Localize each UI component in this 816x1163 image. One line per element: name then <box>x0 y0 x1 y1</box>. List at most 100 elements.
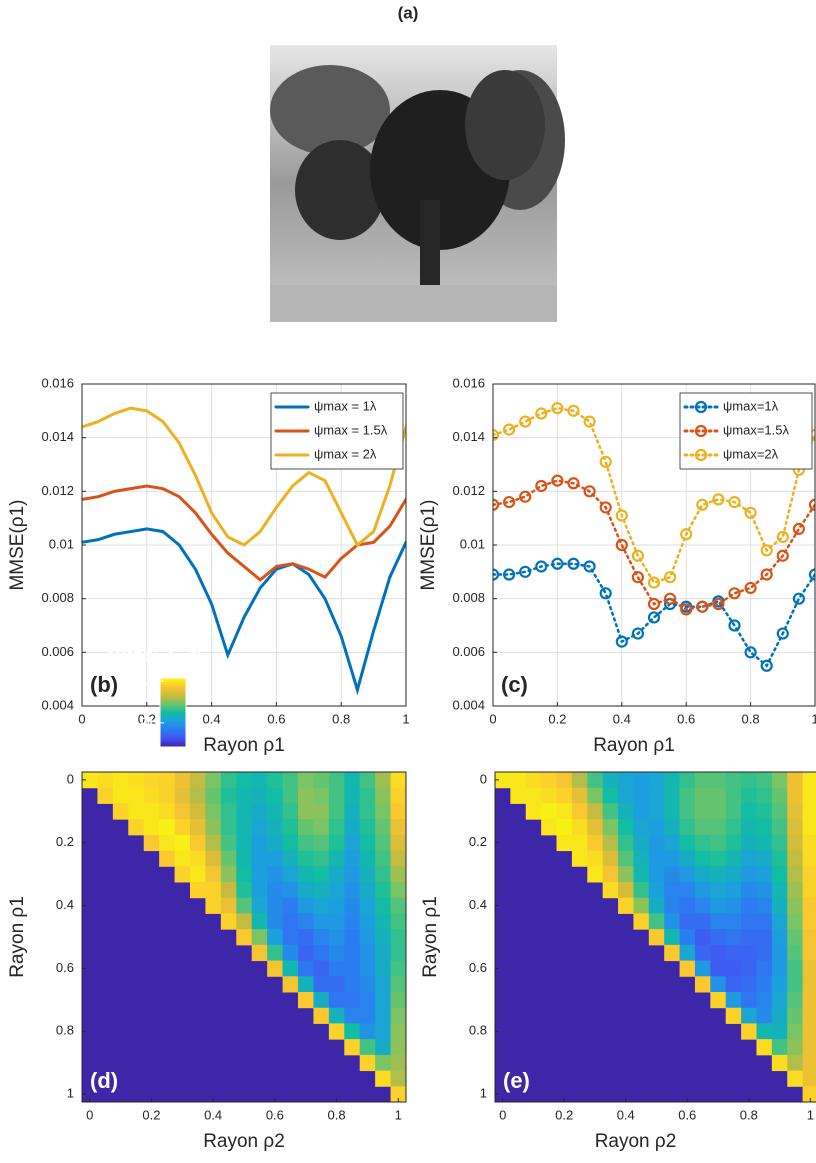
heatmap-cell <box>771 913 788 930</box>
data-point <box>647 576 661 589</box>
heatmap-cell <box>128 787 145 804</box>
heatmap-cell <box>220 834 237 852</box>
heatmap-cell <box>298 787 314 804</box>
heatmap-cell <box>756 1007 773 1024</box>
y-tick-label: 0.008 <box>452 590 485 605</box>
heatmap-cell <box>112 787 129 804</box>
heatmap-cell <box>328 1023 345 1040</box>
colorbar-tick-label: 0.01 <box>131 715 155 729</box>
heatmap-cell <box>344 913 361 930</box>
heatmap-cell <box>787 787 804 804</box>
heatmap-cell <box>741 1007 757 1024</box>
heatmap-cell <box>756 1023 773 1040</box>
heatmap-cell <box>741 897 757 914</box>
heatmap-cell <box>756 819 773 836</box>
heatmap-cell <box>143 834 160 852</box>
heatmap-cell <box>328 960 345 977</box>
y-axis-label: MMSE(ρ1) <box>418 499 439 590</box>
x-tick-label: 1 <box>811 711 816 726</box>
heatmap-cell <box>375 819 392 836</box>
heatmap-cell <box>787 1070 804 1087</box>
heatmap-cell <box>313 772 330 789</box>
heatmap-cell <box>756 944 773 962</box>
data-point <box>551 402 564 415</box>
heatmap-cell <box>267 772 284 789</box>
heatmap-cell <box>97 787 114 804</box>
heatmap-cell <box>618 882 634 899</box>
heatmap-cell <box>679 944 696 962</box>
heatmap-cell <box>298 834 314 852</box>
heatmap-cell <box>190 866 206 883</box>
heatmap-cell <box>525 787 542 804</box>
heatmap-cell <box>710 834 727 852</box>
heatmap-cell <box>633 882 650 899</box>
heatmap-cell <box>251 944 268 962</box>
heatmap-cell <box>236 913 253 930</box>
colorbar-label: MMSE(ρ1,ρ2) <box>108 648 202 665</box>
heatmap-cell <box>390 960 406 977</box>
heatmap-cell <box>710 960 727 977</box>
heatmap-cell <box>390 1039 406 1056</box>
heatmap-cell <box>174 866 191 883</box>
heatmap-cell <box>220 772 237 789</box>
heatmap-cell <box>375 929 392 946</box>
data-point <box>776 549 789 562</box>
heatmap-cell <box>710 850 727 867</box>
heatmap-cell <box>375 897 392 914</box>
heatmap-cell <box>328 929 345 946</box>
data-point <box>760 568 773 581</box>
heatmap-cell <box>571 803 588 820</box>
heatmap-cell <box>556 803 573 820</box>
heatmap-cell <box>664 850 681 867</box>
y-tick-label: 0.01 <box>460 536 485 551</box>
heatmap-cell <box>802 819 816 836</box>
y-tick-label: 0.8 <box>469 1023 487 1038</box>
heatmap-cell <box>618 787 634 804</box>
heatmap-cell <box>359 913 376 930</box>
heatmap-cell <box>328 882 345 899</box>
heatmap-cell <box>741 992 757 1009</box>
data-point <box>647 597 661 611</box>
series-line <box>82 406 406 548</box>
heatmap-cell <box>344 992 361 1009</box>
heatmap-cell <box>556 787 573 804</box>
heatmap-cell <box>694 787 711 804</box>
heatmap-cell <box>802 834 816 852</box>
heatmap-cell <box>390 913 406 930</box>
heatmap-cell <box>298 772 314 789</box>
heatmap-cell <box>679 866 696 883</box>
x-tick-label: 0.8 <box>332 711 350 726</box>
x-axis-label: Rayon ρ1 <box>203 735 285 756</box>
heatmap-cell <box>128 803 145 820</box>
heatmap-cell <box>633 787 650 804</box>
heatmap-cell <box>359 929 376 946</box>
heatmap-cell <box>556 819 573 836</box>
heatmap-cell <box>298 992 314 1009</box>
heatmap-cell <box>771 803 788 820</box>
x-tick-label: 0.4 <box>204 1107 222 1122</box>
heatmap-cell <box>802 787 816 804</box>
heatmap-cell <box>328 897 345 914</box>
heatmap-cell <box>220 803 237 820</box>
heatmap-cell <box>571 772 588 789</box>
heatmap-cell <box>236 850 253 867</box>
heatmap-cell <box>633 913 650 930</box>
heatmap-cell <box>344 1023 361 1040</box>
heatmap-cell <box>375 1023 392 1040</box>
heatmap-cell <box>710 882 727 899</box>
y-tick-label: 0.6 <box>56 960 74 975</box>
heatmap-cell <box>375 1070 392 1087</box>
heatmap-cell <box>771 772 788 789</box>
data-point <box>647 611 661 624</box>
heatmap-cell <box>267 944 284 962</box>
x-tick-label: 0.8 <box>740 1107 758 1122</box>
data-point <box>808 568 815 581</box>
heatmap-cell <box>648 772 665 789</box>
data-point <box>503 568 516 581</box>
heatmap-cell <box>390 834 406 852</box>
heatmap-cell <box>602 803 619 820</box>
heatmap-cell <box>710 976 727 993</box>
x-tick-label: 0.8 <box>742 711 760 726</box>
heatmap-cell <box>390 976 406 993</box>
